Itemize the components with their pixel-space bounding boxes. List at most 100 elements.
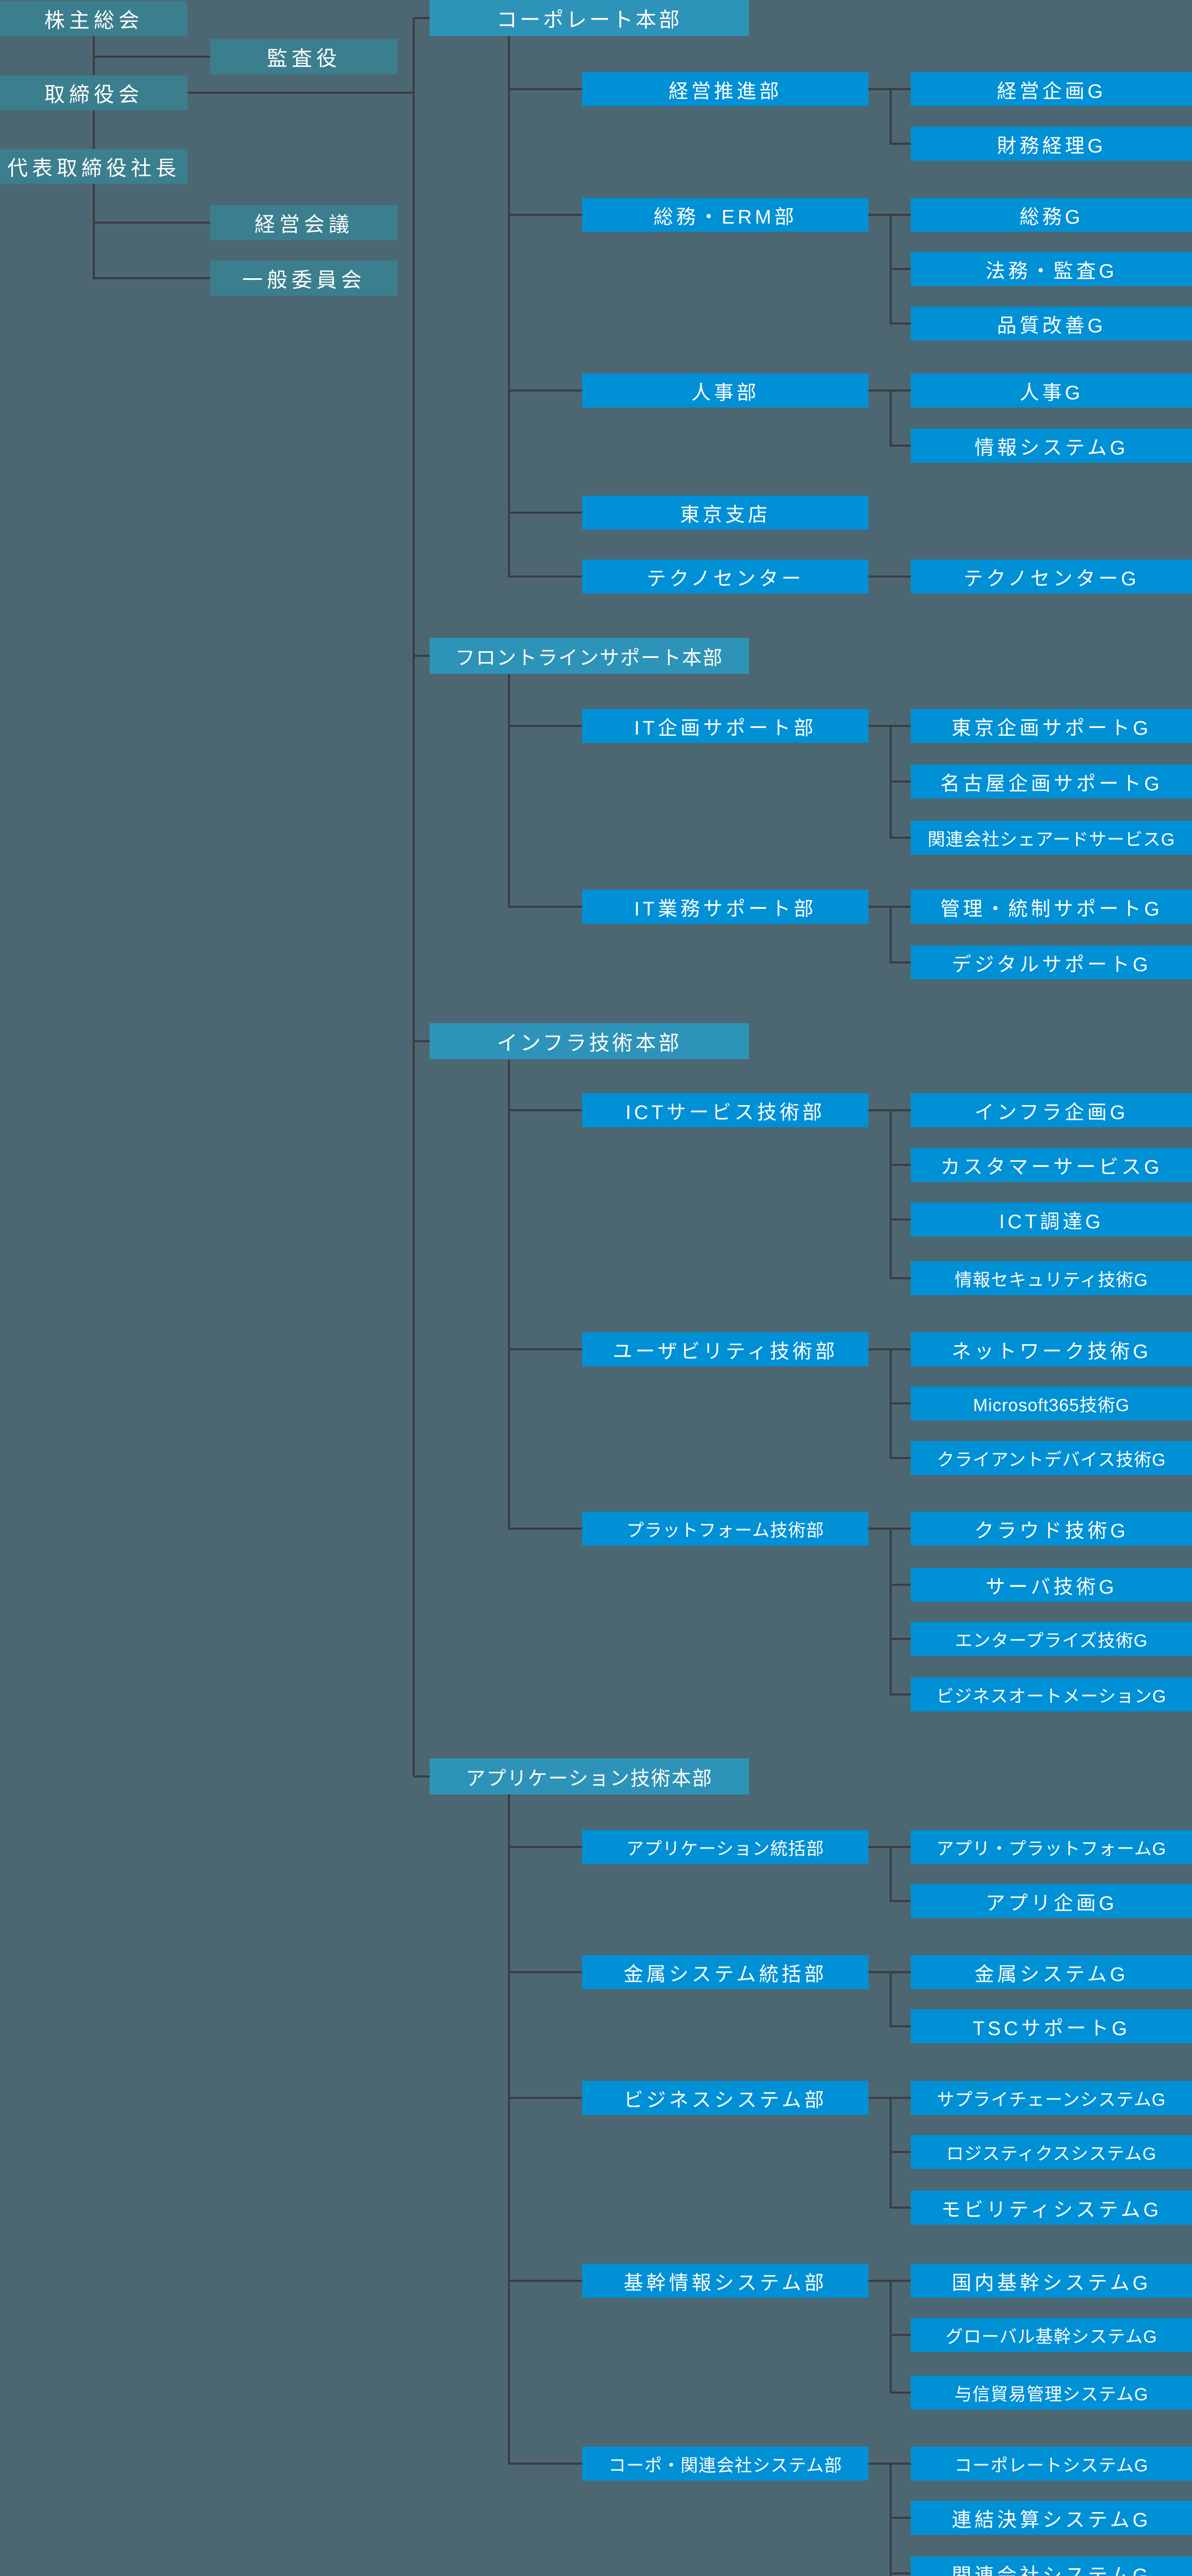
node-affiliates-shared-service-group: 関連会社シェアードサービスG [911,821,1192,855]
connector-line [509,214,582,216]
node-techno-center-group: テクノセンターG [911,560,1192,594]
connector-line [94,277,210,279]
connector-line [891,1971,911,1973]
connector-line [869,575,911,578]
node-information-security-tech-group: 情報セキュリティ技術G [911,1261,1192,1295]
node-supply-chain-system-group: サプライチェーンシステムG [911,2081,1192,2115]
node-legal-audit-group: 法務・監査G [911,252,1192,286]
connector-line [891,1846,911,1848]
connector-line [890,2281,892,2394]
connector-line [509,512,582,514]
connector-line [891,268,911,270]
connector-line [869,1528,891,1530]
connector-line [891,1584,911,1586]
connector-line [891,323,911,325]
connector-line [890,1847,892,1902]
node-general-committee: 一般委員会 [210,261,398,296]
node-application-management-dept: アプリケーション統括部 [582,1830,869,1864]
connector-line [891,2392,911,2394]
node-affiliates-system-group: 関連会社システムG [911,2556,1192,2576]
node-tokyo-planning-support-group: 東京企画サポートG [911,709,1192,743]
connector-line [869,2463,891,2465]
node-corporate-system-group: コーポレートシステムG [911,2447,1192,2481]
connector-line [94,222,210,224]
connector-line [93,110,95,149]
connector-line [891,143,911,145]
node-global-core-system-group: グローバル基幹システムG [911,2318,1192,2352]
node-network-tech-group: ネットワーク技術G [911,1332,1192,1366]
node-cloud-tech-group: クラウド技術G [911,1512,1192,1546]
connector-line [94,56,210,58]
connector-line [509,725,582,727]
connector-line [509,906,582,908]
node-techno-center: テクノセンター [582,560,869,594]
connector-line [414,655,430,657]
connector-line [891,1277,911,1279]
connector-line [509,88,582,90]
node-mobility-system-group: モビリティシステムG [911,2191,1192,2225]
node-tsc-support-group: TSCサポートG [911,2009,1192,2043]
connector-line [891,2517,911,2519]
node-information-system-group: 情報システムG [911,429,1192,463]
node-logistics-system-group: ロジスティクスシステムG [911,2135,1192,2169]
connector-line [891,445,911,447]
node-digital-support-group: デジタルサポートG [911,945,1192,979]
connector-line [509,1971,582,1973]
connector-line [891,906,911,908]
connector-line [891,1402,911,1404]
connector-line [869,1971,891,1973]
connector-line [890,1110,892,1279]
connector-line [890,1529,892,1696]
node-ict-service-tech-dept: ICTサービス技術部 [582,1093,869,1127]
connector-line [891,1638,911,1640]
connector-line [891,1218,911,1221]
connector-line [414,17,430,19]
connector-line [890,89,892,145]
connector-line [891,961,911,963]
connector-line [891,2151,911,2153]
node-finance-accounting-group: 財務経理G [911,127,1192,161]
connector-line [890,1972,892,2027]
connector-line [869,88,891,90]
node-audit-officers: 監査役 [210,39,398,74]
node-credit-trade-management-system-group: 与信貿易管理システムG [911,2376,1192,2410]
connector-line [891,837,911,839]
connector-line [891,88,911,90]
connector-line [509,1109,582,1111]
node-app-platform-group: アプリ・プラットフォームG [911,1830,1192,1864]
connector-line [891,1528,911,1530]
connector-line [869,1348,891,1350]
connector-line [869,214,891,216]
connector-line [509,575,582,578]
connector-line [890,2098,892,2209]
connector-line [891,1457,911,1459]
node-admin-control-support-group: 管理・統制サポートG [911,890,1192,924]
connector-line [869,2280,891,2282]
node-general-affairs-group: 総務G [911,198,1192,232]
connector-line [869,906,891,908]
node-business-automation-group: ビジネスオートメーションG [911,1677,1192,1711]
node-enterprise-tech-group: エンタープライズ技術G [911,1622,1192,1656]
node-consolidated-accounting-system-group: 連結決算システムG [911,2501,1192,2535]
node-customer-service-group: カスタマーサービスG [911,1148,1192,1182]
connector-line [891,2207,911,2209]
connector-line [891,2097,911,2099]
connector-line [891,2025,911,2027]
connector-line [509,2097,582,2099]
node-core-information-system-dept: 基幹情報システム部 [582,2264,869,2298]
node-metal-system-group: 金属システムG [911,1955,1192,1989]
connector-line [93,184,95,279]
connector-line [508,674,510,908]
node-management-promotion-dept: 経営推進部 [582,72,869,106]
node-management-council: 経営会議 [210,205,398,240]
connector-line [509,1846,582,1848]
connector-line [891,2572,911,2574]
node-frontline-support-hq: フロントラインサポート本部 [430,638,749,674]
node-application-tech-hq: アプリケーション技術本部 [430,1758,749,1794]
connector-line [414,1775,430,1777]
connector-line [890,907,892,963]
node-infra-planning-group: インフラ企画G [911,1093,1192,1127]
node-app-planning-group: アプリ企画G [911,1884,1192,1918]
node-platform-tech-dept: プラットフォーム技術部 [582,1512,869,1546]
connector-line [891,389,911,392]
